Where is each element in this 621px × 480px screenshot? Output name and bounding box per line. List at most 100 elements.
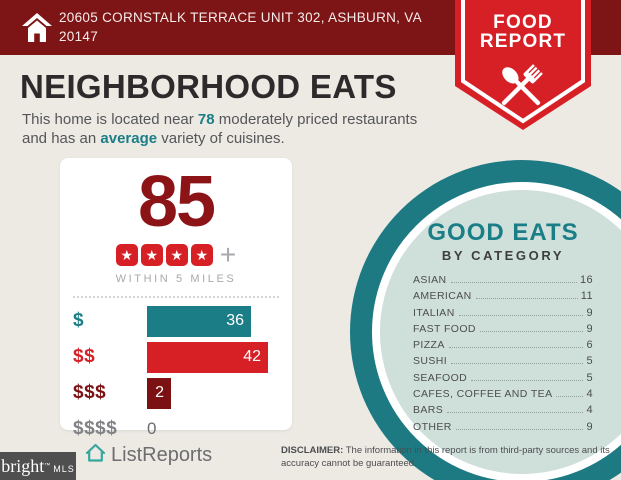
property-address: 20605 CORNSTALK TERRACE UNIT 302, ASHBUR… [59, 9, 449, 47]
star-rating: ★ ★ ★ ★ + [60, 239, 292, 270]
category-row: SEAFOOD 5 [413, 372, 593, 388]
category-value: 5 [586, 371, 593, 384]
dotted-divider [73, 296, 279, 298]
price-tier-label: $ [73, 310, 85, 331]
bar-value: 42 [243, 348, 261, 365]
price-tier-label: $$$ [73, 382, 107, 403]
category-value: 11 [580, 290, 593, 303]
stars-container: ★ ★ ★ ★ [115, 244, 213, 266]
variety-level: average [100, 130, 158, 148]
category-label: ITALIAN [413, 306, 455, 319]
radius-caption: WITHIN 5 MILES [115, 273, 237, 285]
bar-area: 36 [147, 305, 292, 337]
category-label: CAFES, COFFEE AND TEA [413, 388, 553, 401]
food-score: 85 [137, 162, 216, 242]
food-report-badge: FOOD REPORT [455, 0, 591, 132]
category-label: AMERICAN [413, 290, 472, 303]
price-bar: 42 [147, 341, 268, 373]
category-label: ASIAN [413, 274, 447, 286]
category-row: ASIAN 16 [413, 274, 593, 290]
address-line2: 20147 [59, 28, 99, 44]
star-icon: ★ [140, 244, 163, 266]
plus-label: + [219, 239, 237, 270]
restaurant-count: 78 [197, 111, 215, 128]
address-line1: 20605 CORNSTALK TERRACE UNIT 302, ASHBUR… [59, 10, 422, 25]
bar-area: 0 [147, 419, 292, 439]
summary-text: This home is located near 78 moderately … [22, 110, 436, 148]
price-tier-label: $$ [73, 346, 96, 367]
dotted-leader [475, 298, 578, 300]
price-bar-row: $36 [60, 303, 292, 339]
listreports-house-icon [84, 442, 107, 469]
badge-title-line2: REPORT [479, 31, 567, 52]
category-label: PIZZA [413, 339, 445, 352]
home-icon [21, 11, 53, 50]
price-bar: 36 [147, 305, 251, 337]
good-eats-panel: GOOD EATS BY CATEGORY ASIAN 16 AMERICAN 11 I… [413, 219, 593, 437]
bar-area: 2 [147, 377, 292, 409]
price-bar-row: $$$ 2 [60, 375, 292, 411]
summary-part1: This home is located near [22, 111, 198, 128]
category-label: SUSHI [413, 355, 448, 368]
category-row: FAST FOOD 9 [413, 323, 593, 339]
category-value: 5 [586, 355, 593, 368]
bar-area: 42 [147, 341, 292, 373]
category-value: 9 [586, 322, 593, 335]
badge-title-line1: FOOD [493, 12, 553, 33]
category-row: SUSHI 5 [413, 355, 593, 371]
category-row: PIZZA 6 [413, 339, 593, 355]
good-eats-title: GOOD EATS [427, 219, 579, 246]
badge-title: FOOD REPORT [455, 13, 591, 51]
bright-mls-logo: bright ™ MLS [0, 452, 76, 480]
category-row: ITALIAN 9 [413, 307, 593, 323]
crossed-utensils-icon [501, 64, 543, 106]
dotted-leader [447, 412, 584, 414]
category-value: 6 [586, 339, 593, 352]
star-icon: ★ [115, 244, 138, 266]
price-bar: 2 [147, 377, 171, 409]
disclaimer-label: DISCLAIMER: [281, 445, 344, 456]
category-row: AMERICAN 11 [413, 290, 593, 306]
disclaimer: DISCLAIMER: The information in this repo… [281, 444, 615, 471]
dotted-leader [471, 379, 584, 381]
category-label: OTHER [413, 420, 452, 433]
category-value: 4 [586, 388, 593, 401]
star-icon: ★ [165, 244, 188, 266]
category-value: 9 [586, 420, 593, 433]
category-row: CAFES, COFFEE AND TEA 4 [413, 388, 593, 404]
dotted-leader [479, 330, 584, 332]
price-tier-label: $$$$ [73, 418, 118, 439]
dotted-leader [450, 282, 577, 283]
bar-value: 36 [226, 312, 244, 329]
bar-value: 0 [147, 419, 157, 438]
good-eats-subtitle: BY CATEGORY [441, 248, 565, 263]
bright-mls-name: bright [1, 456, 45, 476]
category-row: BARS 4 [413, 404, 593, 420]
category-row: OTHER 9 [413, 421, 593, 437]
category-value: 9 [586, 306, 593, 319]
category-value: 16 [579, 274, 593, 286]
category-label: BARS [413, 404, 444, 417]
score-card: 85 ★ ★ ★ ★ + WITHIN 5 MILES $36 $$ 42 $$$ 2 $$$$… [60, 158, 292, 439]
category-label: FAST FOOD [413, 322, 476, 335]
price-bar-row: $$$$ 0 [60, 411, 292, 447]
price-bar-row: $$ 42 [60, 339, 292, 375]
summary-part3: variety of cuisines. [157, 130, 285, 148]
listreports-logo: ListReports [84, 442, 212, 469]
category-value: 4 [586, 404, 593, 417]
dotted-leader [556, 396, 584, 398]
listreports-logo-text: ListReports [111, 444, 213, 466]
bar-value: 2 [155, 384, 164, 401]
dotted-leader [451, 363, 584, 365]
page-title: NEIGHBORHOOD EATS [20, 68, 397, 105]
star-icon: ★ [190, 244, 213, 266]
summary-part2: moderately priced restaurants and has an [22, 111, 418, 148]
dotted-leader [458, 314, 584, 316]
dotted-leader [448, 347, 584, 349]
price-bars: $36 $$ 42 $$$ 2 $$$$ 0 [60, 303, 292, 447]
dotted-leader [455, 428, 584, 430]
disclaimer-text: The information in this report is from t… [281, 445, 610, 470]
category-list: ASIAN 16 AMERICAN 11 ITALIAN 9 FAST FOOD 9 PIZZA… [413, 274, 593, 437]
category-label: SEAFOOD [413, 371, 468, 384]
